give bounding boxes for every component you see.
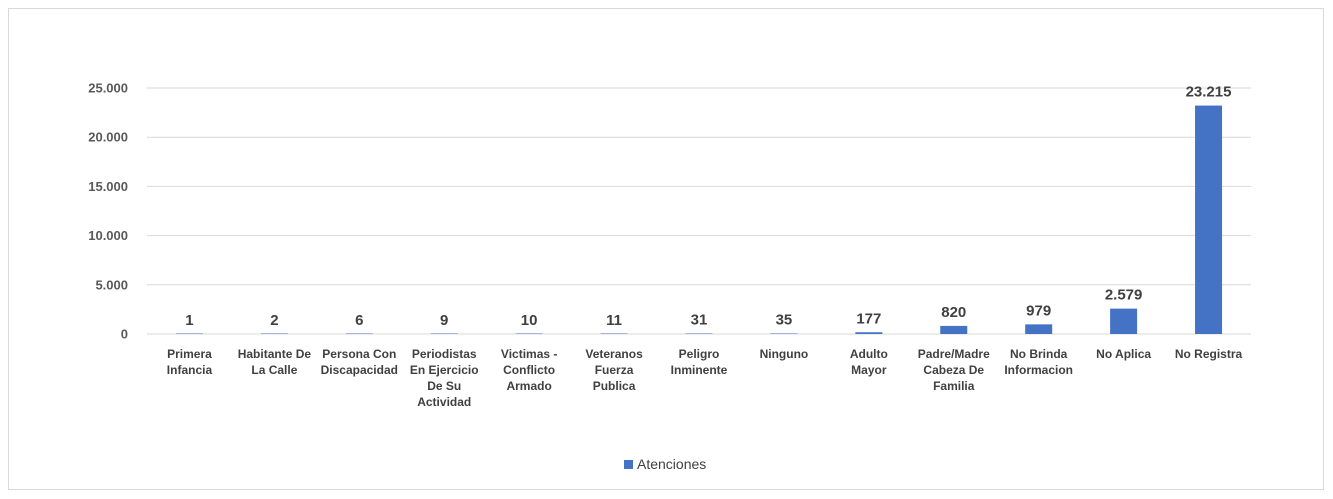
data-label: 177 (856, 310, 881, 327)
bar (430, 333, 458, 334)
legend-label: Atenciones (637, 456, 706, 472)
legend-swatch (624, 460, 633, 469)
data-label: 35 (776, 312, 793, 329)
bar (940, 325, 968, 334)
data-label: 23.215 (1186, 84, 1232, 101)
data-label: 11 (606, 312, 622, 329)
y-tick-label: 10.000 (88, 228, 128, 243)
data-label: 820 (941, 304, 966, 321)
bar (685, 333, 713, 334)
x-tick-label: Victimas -Conflicto Armado (501, 347, 557, 393)
y-tick-label: 5.000 (95, 277, 128, 292)
data-label: 10 (521, 312, 538, 329)
bar (770, 333, 798, 334)
x-tick-label: Periodistas En Ejercicio De Su Actividad (410, 347, 479, 409)
bar (175, 333, 203, 334)
bar (1110, 308, 1138, 334)
bar (515, 333, 543, 334)
x-tick-label: Ninguno (760, 347, 809, 361)
x-tick-label: No Brinda Informacion (1004, 347, 1073, 377)
data-label: 2 (270, 312, 278, 329)
bar (600, 333, 628, 334)
x-tick-label: No Registra (1175, 347, 1243, 361)
data-label: 9 (440, 312, 448, 329)
x-tick-label: Habitante De La Calle (238, 347, 312, 377)
y-tick-label: 25.000 (88, 81, 128, 96)
x-tick-label: Padre/Madre Cabeza De Familia (918, 347, 990, 393)
bar (260, 333, 288, 334)
y-tick-label: 0 (121, 327, 128, 342)
bar (1195, 105, 1223, 335)
x-tick-label: Peligro Inminente (671, 347, 728, 377)
x-tick-label: No Aplica (1096, 347, 1151, 361)
x-tick-label: Adulto Mayor (850, 347, 888, 377)
bar (1025, 324, 1053, 334)
x-tick-label: Veteranos Fuerza Publica (585, 347, 643, 393)
data-label: 6 (355, 312, 363, 329)
bar (855, 332, 883, 334)
data-label: 31 (691, 312, 708, 329)
data-label: 1 (185, 312, 193, 329)
y-tick-label: 15.000 (88, 179, 128, 194)
data-label: 979 (1026, 302, 1051, 319)
x-tick-label: Primera Infancia (167, 347, 213, 377)
x-tick-label: Persona Con Discapacidad (321, 347, 398, 377)
y-tick-label: 20.000 (88, 130, 128, 145)
data-label: 2.579 (1105, 287, 1143, 304)
bar (345, 333, 373, 334)
